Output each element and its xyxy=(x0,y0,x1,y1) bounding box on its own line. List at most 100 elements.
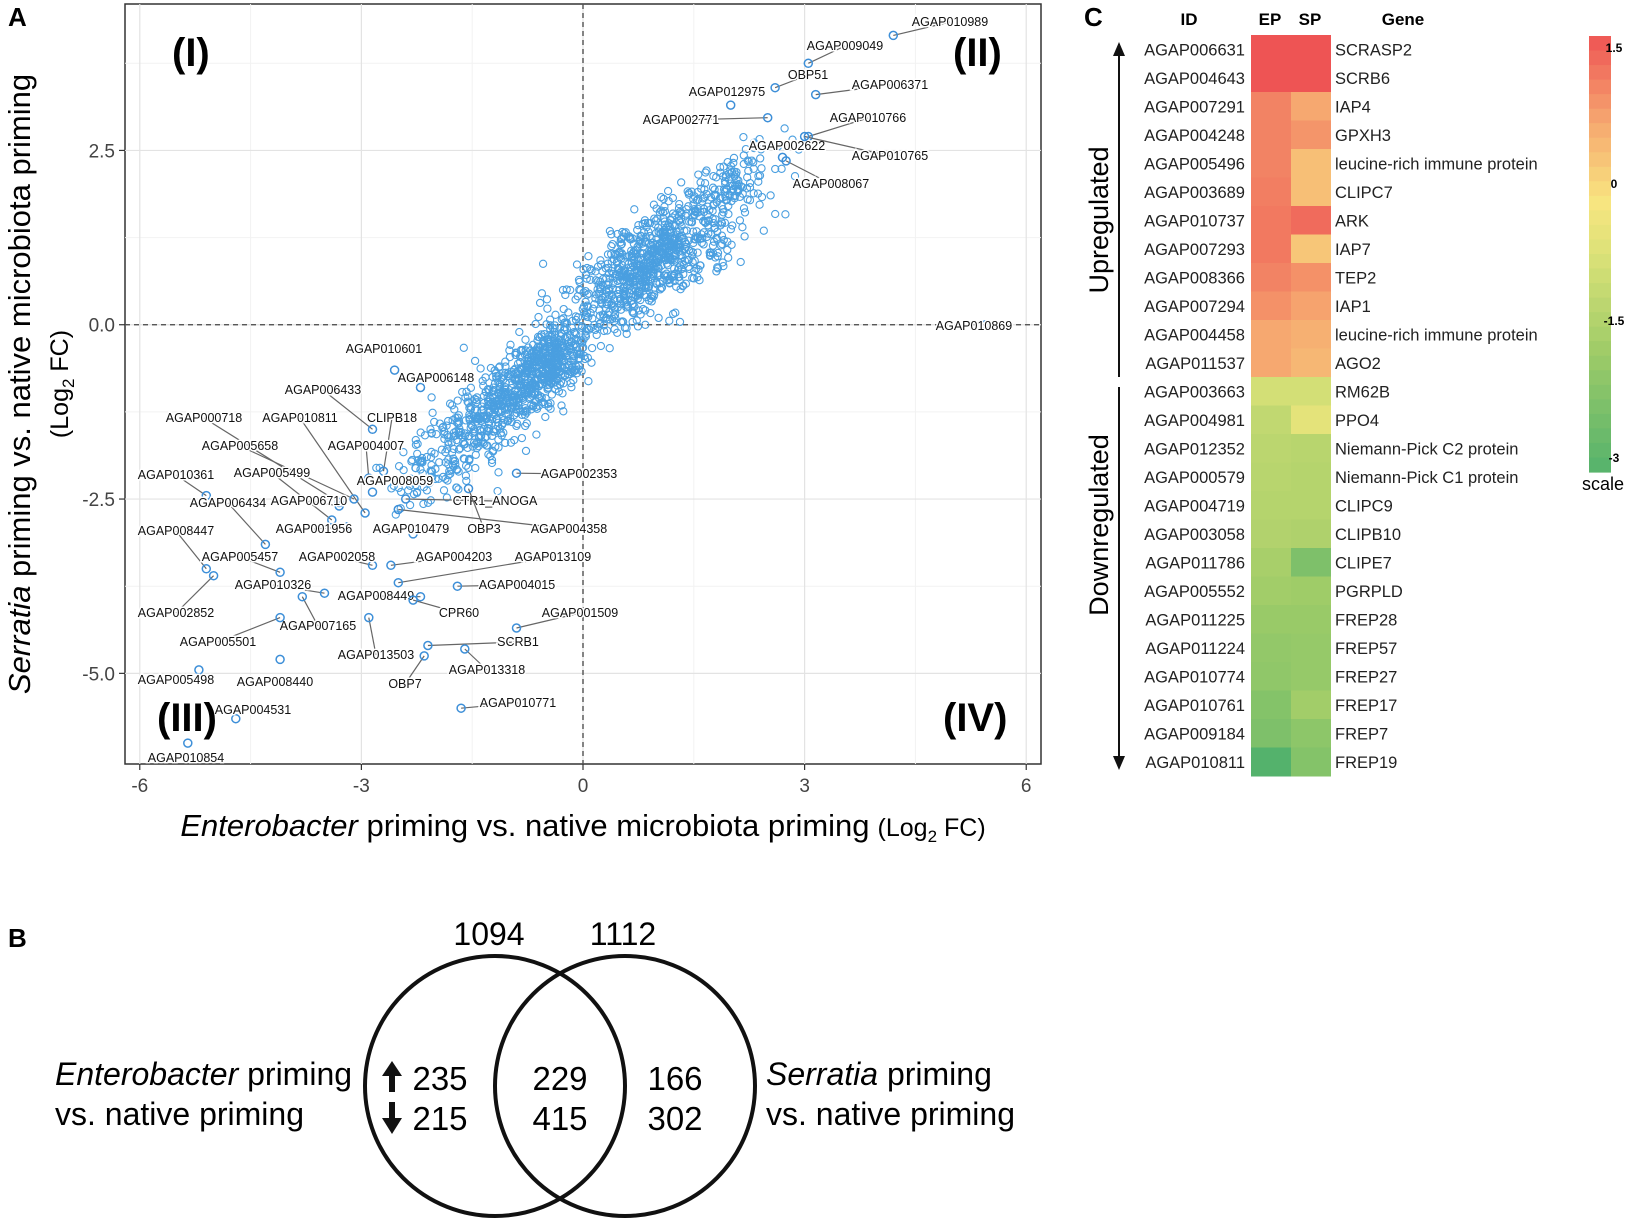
scatter-point xyxy=(710,223,720,232)
scale-swatch xyxy=(1589,50,1611,66)
scale-swatch xyxy=(1589,428,1611,444)
scatter-point xyxy=(511,364,520,373)
scatter-point xyxy=(543,304,552,313)
scatter-point xyxy=(480,439,489,449)
scatter-point xyxy=(478,376,487,386)
scatter-point xyxy=(675,276,684,286)
scatter-point xyxy=(522,408,531,417)
labeled-point: AGAP008440 xyxy=(235,654,315,691)
labeled-point-marker xyxy=(463,483,474,494)
heatmap-row: AGAP008366 TEP2 xyxy=(1144,263,1376,292)
scatter-point xyxy=(713,248,723,258)
scatter-point xyxy=(619,269,628,278)
leader-line xyxy=(239,556,281,573)
labeled-point-marker xyxy=(260,539,271,550)
point-label: AGAP001509 xyxy=(542,606,618,620)
heatmap-row-id: AGAP010737 xyxy=(1144,212,1245,230)
scatter-point xyxy=(551,350,561,359)
scatter-point xyxy=(688,227,698,236)
heatmap-row-gene: AGO2 xyxy=(1335,355,1381,373)
scatter-point xyxy=(428,408,437,417)
labeled-point-marker xyxy=(201,564,212,574)
scale-swatch xyxy=(1589,137,1611,153)
labeled-point-marker xyxy=(799,131,810,142)
scatter-point xyxy=(569,376,578,385)
leader-line xyxy=(313,526,347,530)
labeled-point: AGAP004015 xyxy=(452,577,557,594)
labeled-point-marker xyxy=(201,490,212,501)
scatter-point xyxy=(490,427,499,436)
heatmap-row-gene: PGRPLD xyxy=(1335,583,1403,601)
scatter-point xyxy=(544,335,553,344)
heatmap-row-id: AGAP010811 xyxy=(1145,754,1245,772)
heatmap-row-gene: IAP4 xyxy=(1335,98,1371,116)
scatter-point xyxy=(615,268,624,278)
scatter-point xyxy=(741,144,751,154)
scatter-point xyxy=(533,342,543,351)
labeled-point: AGAP007165 xyxy=(278,591,358,635)
x-axis-label-italic: Enterobacter xyxy=(180,808,359,843)
scatter-point xyxy=(714,185,724,194)
scatter-point xyxy=(620,323,630,333)
scatter-point xyxy=(756,154,765,163)
scatter-point xyxy=(501,362,510,371)
point-label: AGAP010765 xyxy=(852,149,928,163)
labeled-point: AGAP013318 xyxy=(447,644,527,679)
scatter-point xyxy=(628,317,637,327)
scatter-point xyxy=(687,187,696,196)
scatter-point xyxy=(438,472,448,482)
heatmap-cell-sp xyxy=(1291,633,1331,663)
x-axis-unit-end: FC) xyxy=(937,814,986,842)
scatter-point xyxy=(700,179,710,188)
scatter-point xyxy=(426,425,435,434)
scatter-point xyxy=(536,392,545,401)
heatmap-row-id: AGAP004248 xyxy=(1144,127,1245,145)
scatter-point xyxy=(554,387,564,396)
scatter-point xyxy=(460,440,469,449)
y-axis-unit-sub: 2 xyxy=(59,379,78,388)
heatmap-row-id: AGAP009184 xyxy=(1144,725,1245,743)
scatter-point xyxy=(562,318,571,327)
scale-swatch xyxy=(1589,268,1611,284)
heatmap-row-id: AGAP010774 xyxy=(1144,668,1245,686)
labeled-point: AGAP004007 xyxy=(326,438,406,483)
scatter-point xyxy=(619,292,628,301)
scatter-point xyxy=(560,370,570,380)
scale-swatch xyxy=(1589,399,1611,415)
heatmap-cell-sp xyxy=(1291,491,1331,520)
scatter-point xyxy=(677,209,686,218)
point-label: AGAP004007 xyxy=(328,439,404,453)
scatter-point xyxy=(771,164,780,174)
scatter-point xyxy=(650,214,659,223)
scale-swatch xyxy=(1589,166,1611,182)
leader-line xyxy=(239,445,355,500)
labeled-point-marker xyxy=(408,529,418,539)
heatmap-cell-ep xyxy=(1251,491,1291,520)
scatter-point xyxy=(610,305,620,314)
scatter-point xyxy=(411,480,420,490)
scatter-point xyxy=(468,397,477,406)
scatter-point xyxy=(493,486,502,496)
scale-swatch xyxy=(1589,341,1611,357)
scatter-point xyxy=(718,205,728,214)
scatter-point xyxy=(572,349,581,358)
heatmap-cell-ep xyxy=(1251,263,1291,292)
heatmap-cell-sp xyxy=(1291,35,1331,64)
venn-left-label-italic: Enterobacter xyxy=(55,1056,240,1092)
scatter-point xyxy=(520,350,530,359)
panel-letter-b: B xyxy=(8,923,27,953)
group-label-downregulated: Downregulated xyxy=(1084,434,1114,616)
leader-line xyxy=(175,474,207,497)
scatter-point xyxy=(522,390,531,400)
scatter-point xyxy=(398,475,407,484)
scatter-point xyxy=(584,312,593,322)
scatter-point xyxy=(446,469,455,478)
point-label: AGAP006434 xyxy=(190,496,266,510)
scatter-point xyxy=(599,326,609,336)
labeled-point: AGAP013109 xyxy=(393,549,593,588)
venn-right-only-up: 166 xyxy=(647,1060,702,1097)
scatter-point xyxy=(663,253,672,263)
scatter-point xyxy=(513,419,522,428)
heatmap-cell-ep xyxy=(1251,576,1291,606)
heatmap-row: AGAP000579 Niemann-Pick C1 protein xyxy=(1144,462,1518,492)
